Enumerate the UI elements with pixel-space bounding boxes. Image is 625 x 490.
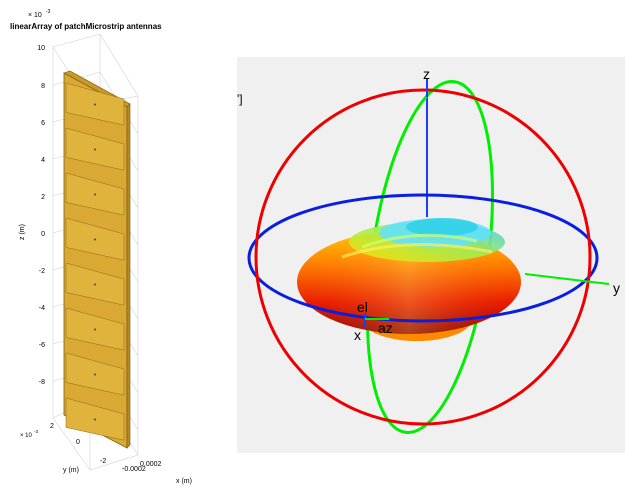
y-tick: -2 [100, 458, 106, 465]
y-exponent-base: × 10 [20, 433, 33, 439]
y-axis-line [524, 273, 610, 285]
geometry-axes: × 10 -3 linearArray of patchMicrostrip a… [10, 9, 192, 485]
elevation-circle [254, 88, 592, 426]
z-tick: 8 [41, 83, 45, 90]
z-exponent-power: -3 [46, 9, 51, 15]
az-label: az [378, 320, 393, 336]
geometry-plot-panel: × 10 -3 linearArray of patchMicrostrip a… [0, 0, 230, 485]
feed-point [93, 373, 97, 376]
z-tick: 2 [41, 194, 45, 201]
feed-point [93, 193, 97, 196]
feed-point [93, 328, 97, 331]
z-tick: 10 [37, 45, 45, 52]
z-axis-label: z [423, 66, 430, 82]
x-tick: 0.0002 [140, 461, 162, 468]
patch-elements [65, 82, 125, 441]
feed-point [93, 148, 97, 151]
ground-plane-side [126, 103, 131, 449]
z-tick: -2 [39, 268, 45, 275]
z-tick-labels: 10 8 6 4 2 0 -2 -4 -6 -8 [37, 45, 45, 386]
feed-point [93, 418, 97, 421]
y-exponent-power: -3 [34, 429, 38, 434]
z-tick: 6 [41, 120, 45, 127]
x-tick: -0.0002 [122, 466, 146, 473]
feed-point [93, 103, 97, 106]
z-tick: -8 [39, 379, 45, 386]
z-tick: -4 [39, 305, 45, 312]
feed-point [93, 238, 97, 241]
y-axis-label: y (m) [63, 467, 79, 474]
radiation-pattern-plot: '] z y x el az [237, 66, 620, 434]
z-tick: 0 [41, 231, 45, 238]
y-tick: 0 [76, 439, 80, 446]
y-axis-label: y [613, 280, 620, 296]
radiation-pattern-panel: '] z y x el az [237, 57, 625, 453]
z-tick: 4 [41, 157, 45, 164]
x-axis-label: x (m) [176, 478, 192, 485]
z-axis-label: z (m) [19, 224, 26, 240]
x-axis-label: x [354, 327, 361, 343]
y-tick: 2 [50, 423, 54, 430]
z-exponent-base: × 10 [28, 12, 42, 19]
z-tick: -6 [39, 342, 45, 349]
azimuth-circle [247, 193, 599, 323]
el-label: el [357, 299, 368, 315]
partial-label: '] [237, 92, 243, 106]
feed-point [93, 283, 97, 286]
geometry-title: linearArray of patchMicrostrip antennas [10, 22, 162, 31]
